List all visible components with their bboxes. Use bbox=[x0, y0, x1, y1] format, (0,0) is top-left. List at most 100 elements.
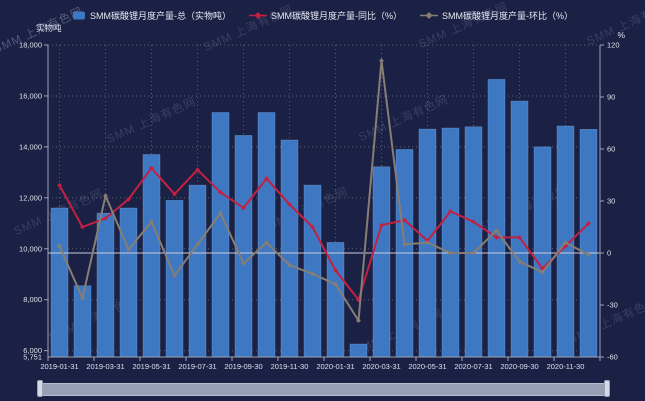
legend-label-yoy: SMM碳酸锂月度产量-同比（%） bbox=[271, 11, 402, 21]
x-tick-label: 2019-07-31 bbox=[178, 362, 216, 371]
x-tick-label: 2019-09-30 bbox=[224, 362, 262, 371]
datazoom-slider[interactable] bbox=[40, 383, 607, 396]
bar[interactable] bbox=[349, 343, 368, 358]
right-tick-label: -30 bbox=[607, 301, 618, 310]
x-tick-label: 2020-03-31 bbox=[362, 362, 400, 371]
datazoom-handle-left[interactable] bbox=[37, 380, 43, 397]
right-axis-unit: % bbox=[617, 30, 625, 40]
yoy-line-point bbox=[379, 222, 384, 228]
right-tick-label: -60 bbox=[607, 353, 618, 362]
left-axis-labels: 18,000 16,000 14,000 12,000 10,000 8,000 6,000… bbox=[19, 41, 42, 362]
mom-line-point bbox=[218, 210, 223, 216]
bar[interactable] bbox=[96, 212, 115, 358]
bar[interactable] bbox=[510, 100, 529, 358]
x-tick-label: 2020-05-31 bbox=[408, 362, 446, 371]
right-tick-label: 60 bbox=[607, 145, 615, 154]
bar[interactable] bbox=[119, 207, 138, 358]
legend-item-yoy[interactable]: SMM碳酸锂月度产量-同比（%） bbox=[249, 9, 402, 22]
mom-line-point bbox=[333, 281, 338, 287]
mom-line-point bbox=[471, 250, 476, 256]
mom-line-point bbox=[195, 241, 200, 247]
yoy-line-point bbox=[126, 196, 131, 202]
legend-marker-yoy bbox=[249, 12, 267, 19]
yoy-line-point bbox=[103, 215, 108, 221]
right-tick-label: 90 bbox=[607, 93, 615, 102]
left-axis-unit: 实物吨 bbox=[36, 23, 62, 33]
mom-line-point bbox=[149, 219, 154, 225]
mom-line-point bbox=[356, 318, 361, 323]
legend-marker-mom bbox=[420, 12, 438, 19]
left-tick-label: 16,000 bbox=[19, 91, 42, 100]
yoy-line-point bbox=[517, 235, 522, 240]
mom-line-point bbox=[126, 247, 131, 252]
yoy-line-path bbox=[58, 167, 590, 301]
bar[interactable] bbox=[211, 112, 230, 358]
legend-label-total: SMM碳酸锂月度产量-总（实物吨） bbox=[90, 11, 231, 21]
yoy-line-point bbox=[310, 224, 315, 230]
yoy-line-point bbox=[586, 221, 591, 226]
mom-line-point bbox=[586, 252, 591, 258]
datazoom-handle-right[interactable] bbox=[604, 380, 610, 397]
mom-line-path bbox=[58, 59, 589, 322]
x-tick-label: 2019-11-30 bbox=[271, 362, 309, 371]
mom-line-point bbox=[241, 261, 246, 266]
bar[interactable] bbox=[372, 166, 391, 358]
bar[interactable] bbox=[234, 135, 253, 358]
bar[interactable] bbox=[50, 207, 69, 358]
x-tick-label: 2020-09-30 bbox=[500, 362, 538, 371]
yoy-line-point bbox=[402, 217, 407, 223]
mom-line-point bbox=[448, 250, 453, 256]
bar[interactable] bbox=[142, 154, 161, 358]
mom-line-point bbox=[57, 243, 62, 249]
bars-layer bbox=[50, 79, 598, 358]
x-axis-labels: 2019-01-31 2019-03-31 2019-05-31 2019-07-31… bbox=[40, 362, 584, 371]
bar[interactable] bbox=[579, 129, 598, 358]
x-tick-label: 2020-01-31 bbox=[316, 362, 354, 371]
yoy-line-point bbox=[195, 167, 200, 173]
yoy-line-point bbox=[471, 219, 476, 225]
axis-lines bbox=[44, 44, 604, 361]
yoy-line bbox=[57, 165, 591, 303]
mom-line-point bbox=[172, 273, 177, 278]
mom-line-point bbox=[494, 228, 499, 233]
bar[interactable] bbox=[487, 79, 506, 358]
bar[interactable] bbox=[464, 126, 483, 358]
x-tick-label: 2020-07-31 bbox=[454, 362, 492, 371]
yoy-line-point bbox=[172, 191, 177, 197]
legend-item-total[interactable]: SMM碳酸锂月度产量-总（实物吨） bbox=[72, 9, 231, 22]
yoy-line-point bbox=[218, 189, 223, 195]
mom-line-point bbox=[517, 259, 522, 265]
yoy-line-point bbox=[80, 224, 85, 230]
yoy-line-point bbox=[149, 165, 154, 171]
bar[interactable] bbox=[188, 184, 207, 358]
legend-item-mom[interactable]: SMM碳酸锂月度产量-环比（%） bbox=[420, 9, 573, 22]
right-tick-label: 30 bbox=[607, 197, 615, 206]
mom-line-point bbox=[80, 295, 85, 301]
left-axis-min-label: 5,751 bbox=[23, 353, 42, 362]
x-tick-label: 2019-05-31 bbox=[132, 362, 170, 371]
bar[interactable] bbox=[441, 127, 460, 358]
x-tick-label: 2019-03-31 bbox=[86, 362, 124, 371]
bar[interactable] bbox=[257, 112, 276, 358]
left-tick-label: 18,000 bbox=[19, 41, 42, 50]
mom-line-point bbox=[287, 262, 292, 268]
mom-line-point bbox=[264, 240, 269, 245]
yoy-line-point bbox=[57, 183, 62, 188]
mom-line-point bbox=[379, 58, 384, 63]
bar[interactable] bbox=[280, 139, 299, 358]
yoy-line-point bbox=[333, 267, 338, 273]
bar[interactable] bbox=[165, 200, 184, 358]
yoy-line-point bbox=[264, 176, 269, 181]
bar[interactable] bbox=[533, 146, 552, 358]
left-tick-label: 6,000 bbox=[23, 346, 42, 355]
x-tick-label: 2020-11-30 bbox=[547, 362, 585, 371]
yoy-line-point bbox=[494, 235, 499, 240]
mom-line-point bbox=[402, 241, 407, 247]
right-tick-label: 120 bbox=[607, 41, 620, 50]
right-axis-labels: 120 90 60 30 0 -30 -60 bbox=[607, 41, 620, 362]
legend-label-mom: SMM碳酸锂月度产量-环比（%） bbox=[442, 11, 573, 21]
mom-line-point bbox=[103, 193, 108, 199]
yoy-line-point bbox=[287, 202, 292, 207]
